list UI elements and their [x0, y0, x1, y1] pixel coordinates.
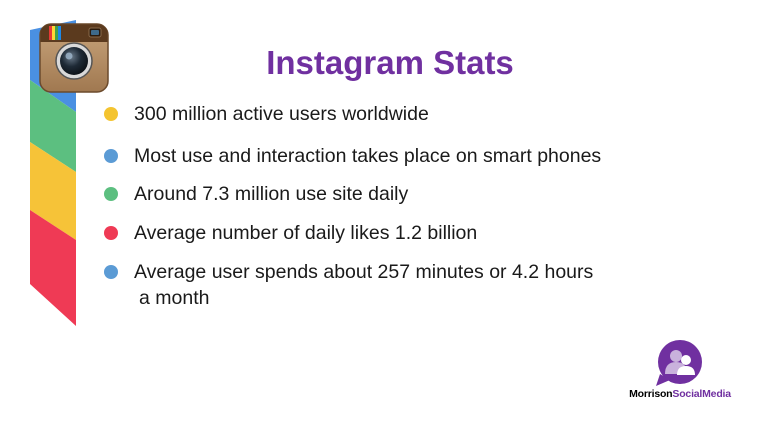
bullet-dot: [104, 265, 118, 279]
stripe-green: [30, 80, 76, 172]
chat-bubble-people-icon: [656, 340, 702, 386]
bullet-dot: [104, 149, 118, 163]
stripe-red: [30, 210, 76, 326]
bullet-item: Most use and interaction takes place on …: [104, 143, 664, 169]
instagram-camera-icon: [39, 23, 109, 93]
bullet-text: Average number of daily likes 1.2 billio…: [134, 222, 478, 244]
bullet-dot: [104, 226, 118, 240]
bullet-text-line2: a month: [139, 287, 210, 309]
bullet-item: Average user spends about 257 minutes or…: [104, 259, 664, 311]
bullet-dot: [104, 187, 118, 201]
bullet-text-line1: Average user spends about 257 minutes or…: [134, 261, 594, 283]
bullet-text: 300 million active users worldwide: [134, 103, 429, 125]
slide-title: Instagram Stats: [266, 44, 514, 81]
bullet-item: Around 7.3 million use site daily: [104, 181, 664, 207]
brand-name-part2: SocialMedia: [672, 388, 731, 400]
bullet-item: 300 million active users worldwide: [104, 101, 664, 127]
bullet-dot: [104, 107, 118, 121]
brand-name-part1: Morrison: [629, 388, 673, 400]
bullet-text: Most use and interaction takes place on …: [134, 145, 602, 167]
bullet-item: Average number of daily likes 1.2 billio…: [104, 220, 664, 246]
bullet-text: Around 7.3 million use site daily: [134, 183, 409, 205]
stripe-yellow: [30, 142, 76, 240]
brand-name: MorrisonSocialMedia: [606, 388, 754, 400]
bullet-text: Average user spends about 257 minutes or…: [134, 259, 593, 311]
